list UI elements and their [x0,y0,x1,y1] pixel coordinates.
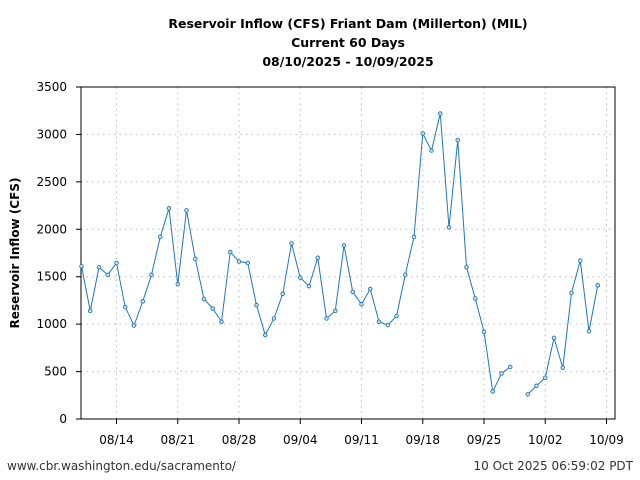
x-tick-label: 09/11 [344,433,379,447]
data-point [122,304,128,310]
y-axis-label: Reservoir Inflow (CFS) [8,178,22,329]
x-tick-label: 09/18 [405,433,440,447]
data-point [298,275,303,280]
chart-title-1: Reservoir Inflow (CFS) Friant Dam (Mille… [168,16,527,31]
data-point [560,365,566,371]
data-point [394,313,399,319]
data-point [192,256,198,261]
data-point [219,319,224,325]
data-point [543,375,548,380]
data-point [105,272,110,278]
series-line [527,260,599,395]
data-point [595,283,601,288]
data-point [376,319,382,325]
data-point [385,322,391,328]
y-tick-label: 3000 [36,127,67,141]
data-point [175,282,180,287]
source-url: www.cbr.washington.edu/sacramento/ [7,459,237,473]
data-point [289,241,294,246]
data-point [79,264,84,269]
data-point [586,329,592,334]
data-point [315,255,321,260]
data-point [271,316,277,321]
x-tick-label: 09/04 [283,433,318,447]
data-point [245,260,250,266]
y-tick-label: 500 [44,365,67,379]
x-tick-label: 08/14 [99,433,134,447]
data-point [429,148,434,153]
data-point [578,258,583,263]
y-tick-label: 0 [59,412,67,426]
data-point [499,371,504,376]
x-tick-label: 10/09 [589,433,624,447]
chart-title-3: 08/10/2025 - 10/09/2025 [262,54,433,69]
data-point [481,329,487,334]
data-point [236,259,242,264]
data-point [131,323,137,328]
series-line [81,113,511,394]
data-point [368,286,373,292]
data-point [464,264,469,270]
x-tick-label: 08/28 [222,433,257,447]
data-point [114,260,119,266]
data-point [333,308,338,314]
data-point [508,364,513,370]
data-point [569,290,574,296]
data-point [411,234,417,240]
data-point [490,389,496,394]
data-point [96,264,102,270]
data-point [455,137,461,143]
data-point [87,308,93,314]
data-point [166,206,172,211]
data-point [534,383,539,389]
y-tick-label: 3500 [36,80,67,94]
y-tick-label: 1000 [36,317,67,331]
data-point [210,306,215,311]
data-point [157,234,163,240]
data-point [140,299,145,304]
x-tick-label: 08/21 [160,433,195,447]
data-point [525,392,531,397]
data-point [149,272,154,278]
y-tick-label: 2000 [36,222,67,236]
data-point [324,316,329,321]
data-point [306,283,312,289]
y-tick-label: 1500 [36,270,67,284]
data-point [184,208,189,213]
data-point [341,243,347,248]
chart-title-2: Current 60 Days [291,35,405,50]
data-point [403,272,408,278]
y-tick-label: 2500 [36,175,67,189]
data-point [350,289,356,295]
x-tick-label: 10/02 [528,433,563,447]
data-point [227,249,233,255]
data-point [446,225,452,230]
data-point [201,296,207,302]
data-point [473,296,478,301]
data-point [263,332,268,338]
timestamp: 10 Oct 2025 06:59:02 PDT [473,459,633,473]
data-point [438,111,443,116]
data-point [359,301,364,307]
data-point [280,291,286,297]
data-point [551,335,557,341]
data-point [254,302,259,308]
data-point [420,131,426,136]
x-tick-label: 09/25 [467,433,502,447]
plot-frame [80,86,616,420]
